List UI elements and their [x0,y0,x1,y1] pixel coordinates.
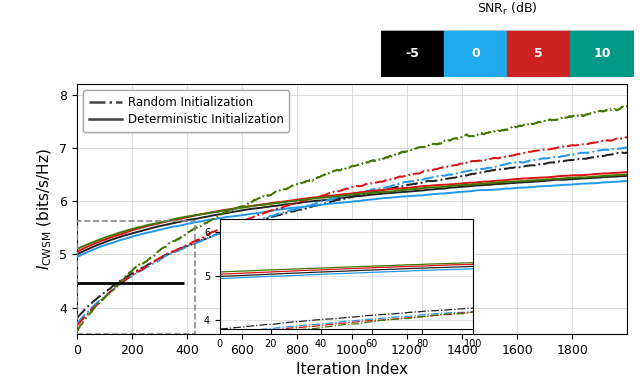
Y-axis label: $I_{\mathrm{CWSM}}$ (bits/s/Hz): $I_{\mathrm{CWSM}}$ (bits/s/Hz) [35,149,54,270]
Bar [381,31,444,77]
Bar [77,222,195,334]
Text: SNR$_\mathrm{r}$ (dB): SNR$_\mathrm{r}$ (dB) [477,1,538,17]
X-axis label: Iteration Index: Iteration Index [296,362,408,377]
Text: -5: -5 [406,47,419,60]
Text: 0: 0 [471,47,480,60]
Text: 5: 5 [534,47,543,60]
Bar [444,31,508,77]
Text: 10: 10 [593,47,611,60]
Bar [507,31,570,77]
Bar [570,31,634,77]
Bar [381,31,634,77]
Legend: Random Initialization, Deterministic Initialization: Random Initialization, Deterministic Ini… [83,90,289,132]
